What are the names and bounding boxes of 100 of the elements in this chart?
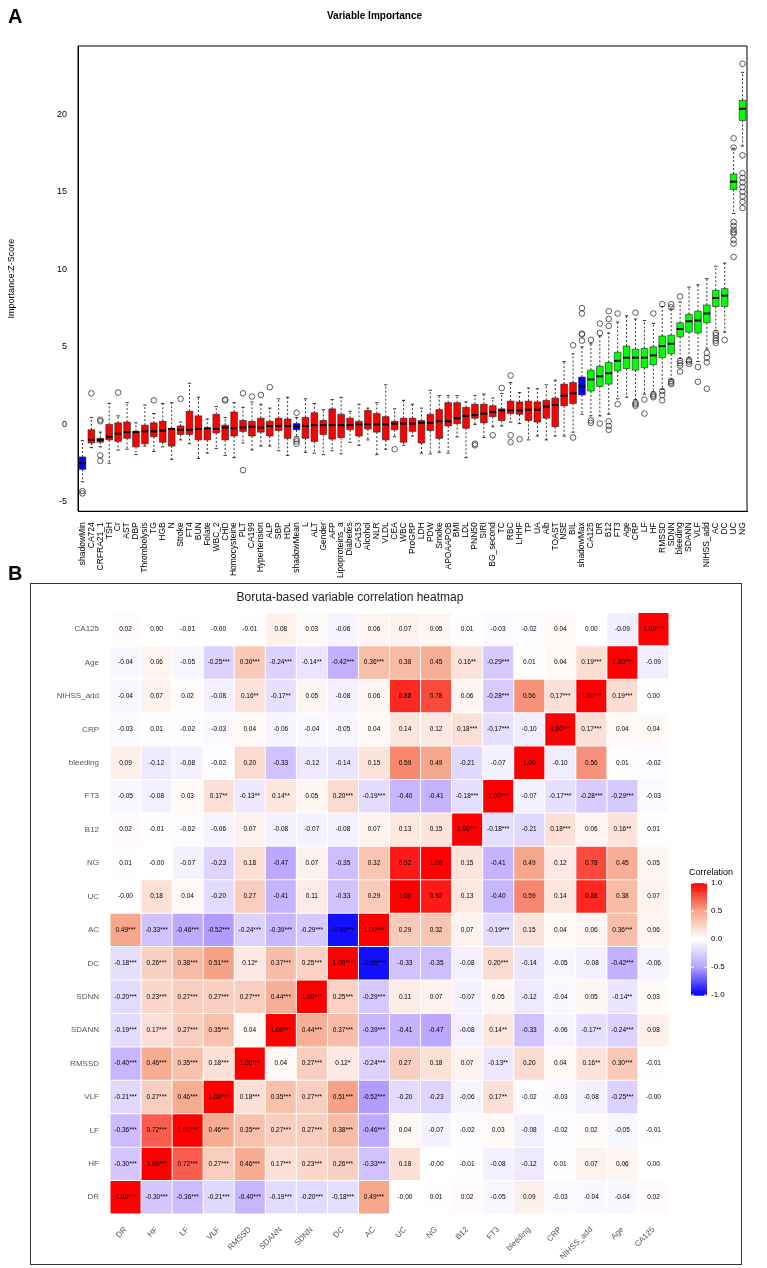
x-tick-label: WBC_2 xyxy=(210,521,221,552)
x-tick-label: SDNN xyxy=(665,522,676,547)
x-tick-label: CEA xyxy=(389,521,399,540)
x-tick-label: FT3 xyxy=(612,521,622,538)
x-tick-label: HF xyxy=(647,522,658,534)
x-tick-label: PDW xyxy=(424,522,435,543)
x-tick-label: shadowMean xyxy=(290,521,301,573)
x-tick-label: ALP xyxy=(264,521,275,539)
x-tick-label: DR xyxy=(113,1224,129,1240)
x-tick-label: Diabetes xyxy=(344,522,355,556)
x-tick-label: bleeding xyxy=(674,521,685,555)
x-tick-label: Age xyxy=(620,521,631,538)
text: B xyxy=(8,562,23,584)
x-tick-label: CA199 xyxy=(246,521,257,549)
x-tick-label: SIRI xyxy=(478,522,489,539)
x-tick-label: NG xyxy=(424,1225,440,1240)
y-tick-label: SDANN xyxy=(70,1025,100,1035)
x-tick-label: Alb xyxy=(540,521,551,535)
x-tick-label: PNN50 xyxy=(469,521,480,550)
x-tick-label: TG xyxy=(148,522,159,535)
y-tick-label: SDNN xyxy=(76,991,100,1001)
x-tick-label: VLDL xyxy=(380,521,391,544)
x-tick-label: FT4 xyxy=(183,521,194,538)
color-bar-label: -0.5 xyxy=(711,962,726,972)
y-tick-label: 10 xyxy=(56,263,67,274)
y-tick-label: 5 xyxy=(61,341,67,352)
x-tick-label: UC xyxy=(393,1224,409,1240)
x-tick-label: NSE xyxy=(558,521,569,540)
color-bar-label: 1.0 xyxy=(711,878,723,888)
x-tick-label: HF xyxy=(145,1224,160,1239)
x-tick-label: TSH xyxy=(103,522,114,540)
x-tick-label: B12 xyxy=(603,521,614,538)
x-tick-label: SBP xyxy=(273,521,284,540)
x-tick-label: UC xyxy=(727,522,738,535)
x-tick-label: CA153 xyxy=(353,521,364,549)
y-tick-label: 20 xyxy=(56,108,67,119)
y-tick-label: DR xyxy=(87,1192,100,1202)
x-tick-label: shadowMax xyxy=(576,521,587,568)
y-tick-label: LF xyxy=(89,1125,100,1135)
y-tick-label: UC xyxy=(87,891,100,901)
x-tick-label: DBP xyxy=(130,521,141,540)
y-tick-label: -5 xyxy=(58,496,67,507)
y-tick-label: B12 xyxy=(84,824,100,834)
x-tick-label: AST xyxy=(121,522,132,539)
x-tick-label: PLT xyxy=(237,522,248,538)
color-bar-title: Correlation xyxy=(689,867,734,878)
color-bar-label: -1.0 xyxy=(711,990,726,1000)
x-tick-label: TOAST xyxy=(549,522,560,551)
x-tick-label: Homocysteine xyxy=(228,521,239,577)
x-tick-label: ProGRP xyxy=(406,521,417,554)
x-tick-label: Stroke xyxy=(174,521,185,547)
x-tick-label: Folate xyxy=(201,521,212,546)
y-tick-label: bleeding xyxy=(68,758,99,767)
x-tick-label: B12 xyxy=(453,1224,471,1242)
x-tick-label: LDH xyxy=(415,522,426,540)
y-tick-label: FT3 xyxy=(84,791,100,801)
x-tick-label: Lipoproteins_a xyxy=(335,521,346,578)
x-tick-label: DC xyxy=(719,522,730,535)
x-tick-label: Thrombolysis xyxy=(139,522,150,573)
y-tick-label: RMSSD xyxy=(70,1058,100,1068)
y-tick-label: AC xyxy=(87,925,100,935)
x-tick-label: AC xyxy=(362,1224,378,1240)
x-tick-label: Smoke xyxy=(433,521,444,549)
x-tick-label: LDL xyxy=(460,521,471,538)
x-tick-label: BUN xyxy=(192,522,203,541)
y-tick-label: 15 xyxy=(56,186,67,197)
y-tick-label: CA125 xyxy=(74,624,100,634)
x-tick-label: RMSSD xyxy=(656,522,667,553)
x-tick-label: Gender xyxy=(317,522,328,551)
x-tick-label: CA724 xyxy=(85,521,96,549)
y-tick-label: VLF xyxy=(84,1092,100,1102)
y-tick-label: HF xyxy=(88,1159,100,1169)
y-tick-label: 0 xyxy=(61,418,67,429)
x-tick-label: HGB xyxy=(157,521,168,541)
y-tick-label: DC xyxy=(87,958,100,968)
x-tick-label: BG_second xyxy=(487,521,498,567)
y-tick-label: Age xyxy=(84,657,100,667)
y-tick-label: NG xyxy=(87,858,99,868)
x-tick-label: Age xyxy=(608,1224,626,1242)
x-tick-label: WBC xyxy=(397,522,408,543)
x-tick-label: FT3 xyxy=(484,1224,502,1242)
x-tick-label: RBC xyxy=(504,522,515,541)
x-tick-label: DC xyxy=(331,1224,347,1240)
x-tick-label: DR xyxy=(594,522,605,535)
x-tick-label: BIL xyxy=(567,521,578,535)
x-tick-label: BMI xyxy=(451,522,462,538)
y-axis-title: Importance:Z-Score xyxy=(5,238,16,319)
text: A xyxy=(8,5,23,27)
x-tick-label: NIHSS_add xyxy=(701,521,712,568)
x-tick-label: shadowMin xyxy=(76,521,87,566)
x-tick-label: NG xyxy=(736,522,747,535)
x-tick-label: Cr xyxy=(112,522,123,532)
x-tick-label: VLF xyxy=(204,1224,222,1242)
x-tick-label: LF xyxy=(177,1224,191,1238)
x-tick-label: HDL xyxy=(281,521,292,540)
x-tick-label: Alcohol xyxy=(362,522,373,551)
x-tick-label: CRFRA21_1 xyxy=(94,521,105,571)
x-tick-label: AC xyxy=(710,522,721,535)
x-tick-label: TP xyxy=(522,521,533,534)
x-tick-label: NLR xyxy=(371,522,382,540)
